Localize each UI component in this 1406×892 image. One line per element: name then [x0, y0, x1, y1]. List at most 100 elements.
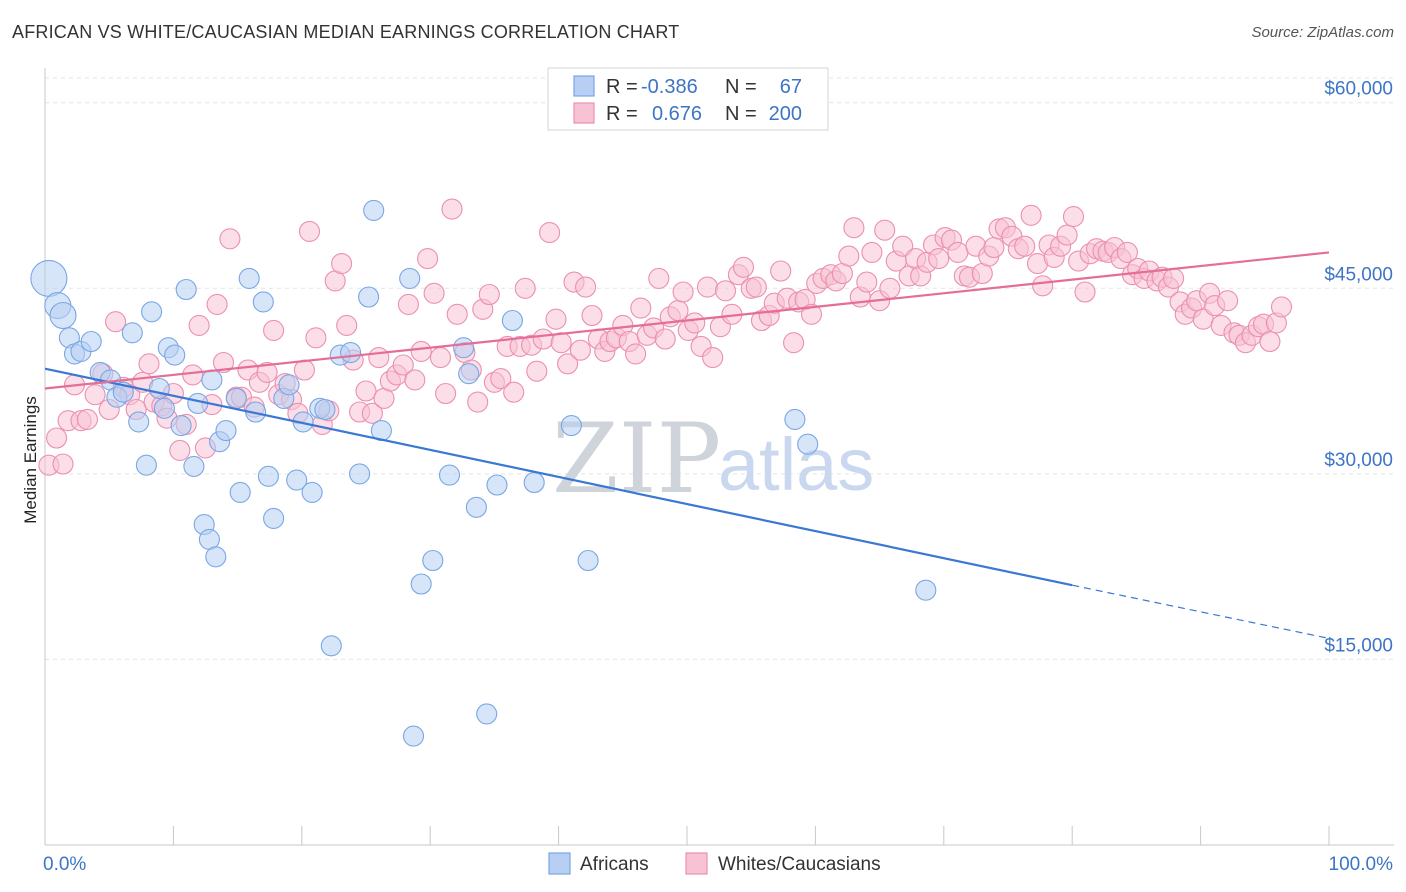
- whites-point-2: [52, 453, 74, 475]
- africans-point-12: [128, 411, 150, 433]
- legend-r-whites: 0.676: [652, 103, 702, 125]
- legend-n-whites: 200: [769, 103, 802, 125]
- whites-point-70: [478, 283, 500, 306]
- whites-point-80: [539, 222, 561, 244]
- legend-n-africans: 67: [780, 76, 802, 98]
- whites-point-98: [648, 267, 670, 289]
- africans-point-13: [135, 454, 157, 476]
- y-tick-label-1: $30,000: [1324, 450, 1393, 471]
- africans-point-30: [238, 267, 260, 289]
- whites-point-109: [714, 280, 737, 302]
- africans-point-37: [286, 469, 308, 491]
- africans-point-14: [141, 301, 163, 323]
- whites-point-35: [263, 319, 285, 341]
- whites-point-64: [441, 198, 463, 220]
- africans-point-32: [252, 291, 274, 313]
- whites-point-132: [856, 271, 878, 293]
- whites-point-86: [575, 276, 597, 298]
- y-tick-label-3: $60,000: [1324, 79, 1393, 100]
- whites-point-104: [684, 312, 706, 334]
- africans-point-19: [170, 415, 192, 437]
- whites-point-85: [569, 339, 591, 361]
- africans-point-60: [523, 471, 545, 494]
- whites-point-147: [947, 241, 969, 263]
- africans-point-20: [175, 278, 197, 301]
- africans-point-21: [183, 455, 205, 477]
- whites-point-1: [46, 427, 68, 449]
- africans-point-45: [349, 463, 371, 485]
- whites-point-130: [843, 217, 865, 239]
- whites-point-56: [392, 354, 414, 376]
- whites-point-52: [368, 347, 390, 369]
- africans-point-53: [453, 337, 475, 359]
- africans-point-47: [363, 199, 385, 221]
- source-credit: Source: ZipAtlas.com: [1251, 24, 1394, 41]
- whites-point-26: [206, 293, 228, 315]
- africans-point-41: [314, 398, 336, 421]
- whites-point-129: [838, 245, 860, 267]
- whites-point-201: [1270, 296, 1293, 318]
- whites-point-65: [446, 303, 468, 325]
- africans-point-64: [797, 433, 819, 455]
- bottom-legend-whites: Whites/Caucasians: [718, 854, 881, 875]
- y-tick-label-2: $45,000: [1324, 264, 1393, 285]
- legend-r-africans: -0.386: [641, 76, 698, 98]
- bottom-legend-swatch-whites: [685, 852, 708, 875]
- whites-point-58: [404, 369, 426, 391]
- whites-point-166: [1062, 206, 1085, 228]
- bottom-legend-swatch-africans: [548, 852, 571, 875]
- whites-point-199: [1259, 330, 1281, 353]
- series-africans-points: [30, 199, 937, 747]
- whites-point-22: [182, 364, 204, 386]
- africans-point-33: [257, 465, 279, 487]
- x-tick-label-1: 100.0%: [1329, 854, 1394, 875]
- whites-point-82: [550, 332, 572, 354]
- africans-point-18: [164, 344, 186, 366]
- whites-point-165: [1056, 224, 1078, 246]
- y-axis-title: Median Earnings: [21, 396, 40, 524]
- whites-point-60: [417, 248, 439, 270]
- whites-point-23: [188, 314, 210, 336]
- whites-point-144: [928, 248, 950, 270]
- africans-point-63: [784, 408, 806, 430]
- whites-point-10: [105, 311, 127, 333]
- whites-point-76: [514, 277, 536, 299]
- africans-point-57: [486, 474, 508, 496]
- whites-point-51: [361, 402, 383, 424]
- whites-point-168: [1074, 281, 1096, 303]
- whites-point-62: [429, 347, 452, 369]
- africans-point-49: [399, 267, 421, 289]
- x-tick-label-0: 0.0%: [43, 854, 86, 875]
- whites-point-153: [983, 236, 1005, 259]
- africans-point-50: [410, 573, 432, 595]
- whites-point-175: [1116, 241, 1138, 263]
- whites-point-34: [256, 361, 278, 383]
- legend-swatch-whites: [573, 102, 595, 124]
- whites-point-123: [800, 303, 823, 325]
- whites-point-46: [331, 253, 353, 275]
- africans-point-59: [501, 309, 523, 332]
- whites-point-83: [557, 353, 579, 375]
- whites-point-138: [892, 235, 914, 257]
- whites-point-161: [1032, 275, 1054, 297]
- africans-point-2: [49, 301, 77, 330]
- legend-r-label-whites: R =: [606, 103, 638, 125]
- whites-point-79: [532, 328, 554, 350]
- whites-point-135: [874, 219, 896, 241]
- africans-point-56: [476, 703, 498, 725]
- africans-point-27: [215, 420, 237, 442]
- whites-point-192: [1217, 290, 1239, 312]
- bottom-legend: Africans Whites/Caucasians: [548, 852, 881, 875]
- africans-point-65: [915, 579, 937, 601]
- africans-point-6: [80, 330, 102, 353]
- africans-point-58: [402, 725, 425, 747]
- whites-point-57: [397, 293, 419, 315]
- watermark: ZIP atlas: [552, 403, 874, 515]
- africans-point-11: [121, 322, 143, 344]
- legend-swatch-africans: [573, 75, 595, 97]
- whites-point-107: [702, 347, 724, 369]
- whites-point-120: [783, 332, 805, 354]
- africans-point-44: [340, 342, 362, 364]
- whites-point-78: [526, 360, 548, 382]
